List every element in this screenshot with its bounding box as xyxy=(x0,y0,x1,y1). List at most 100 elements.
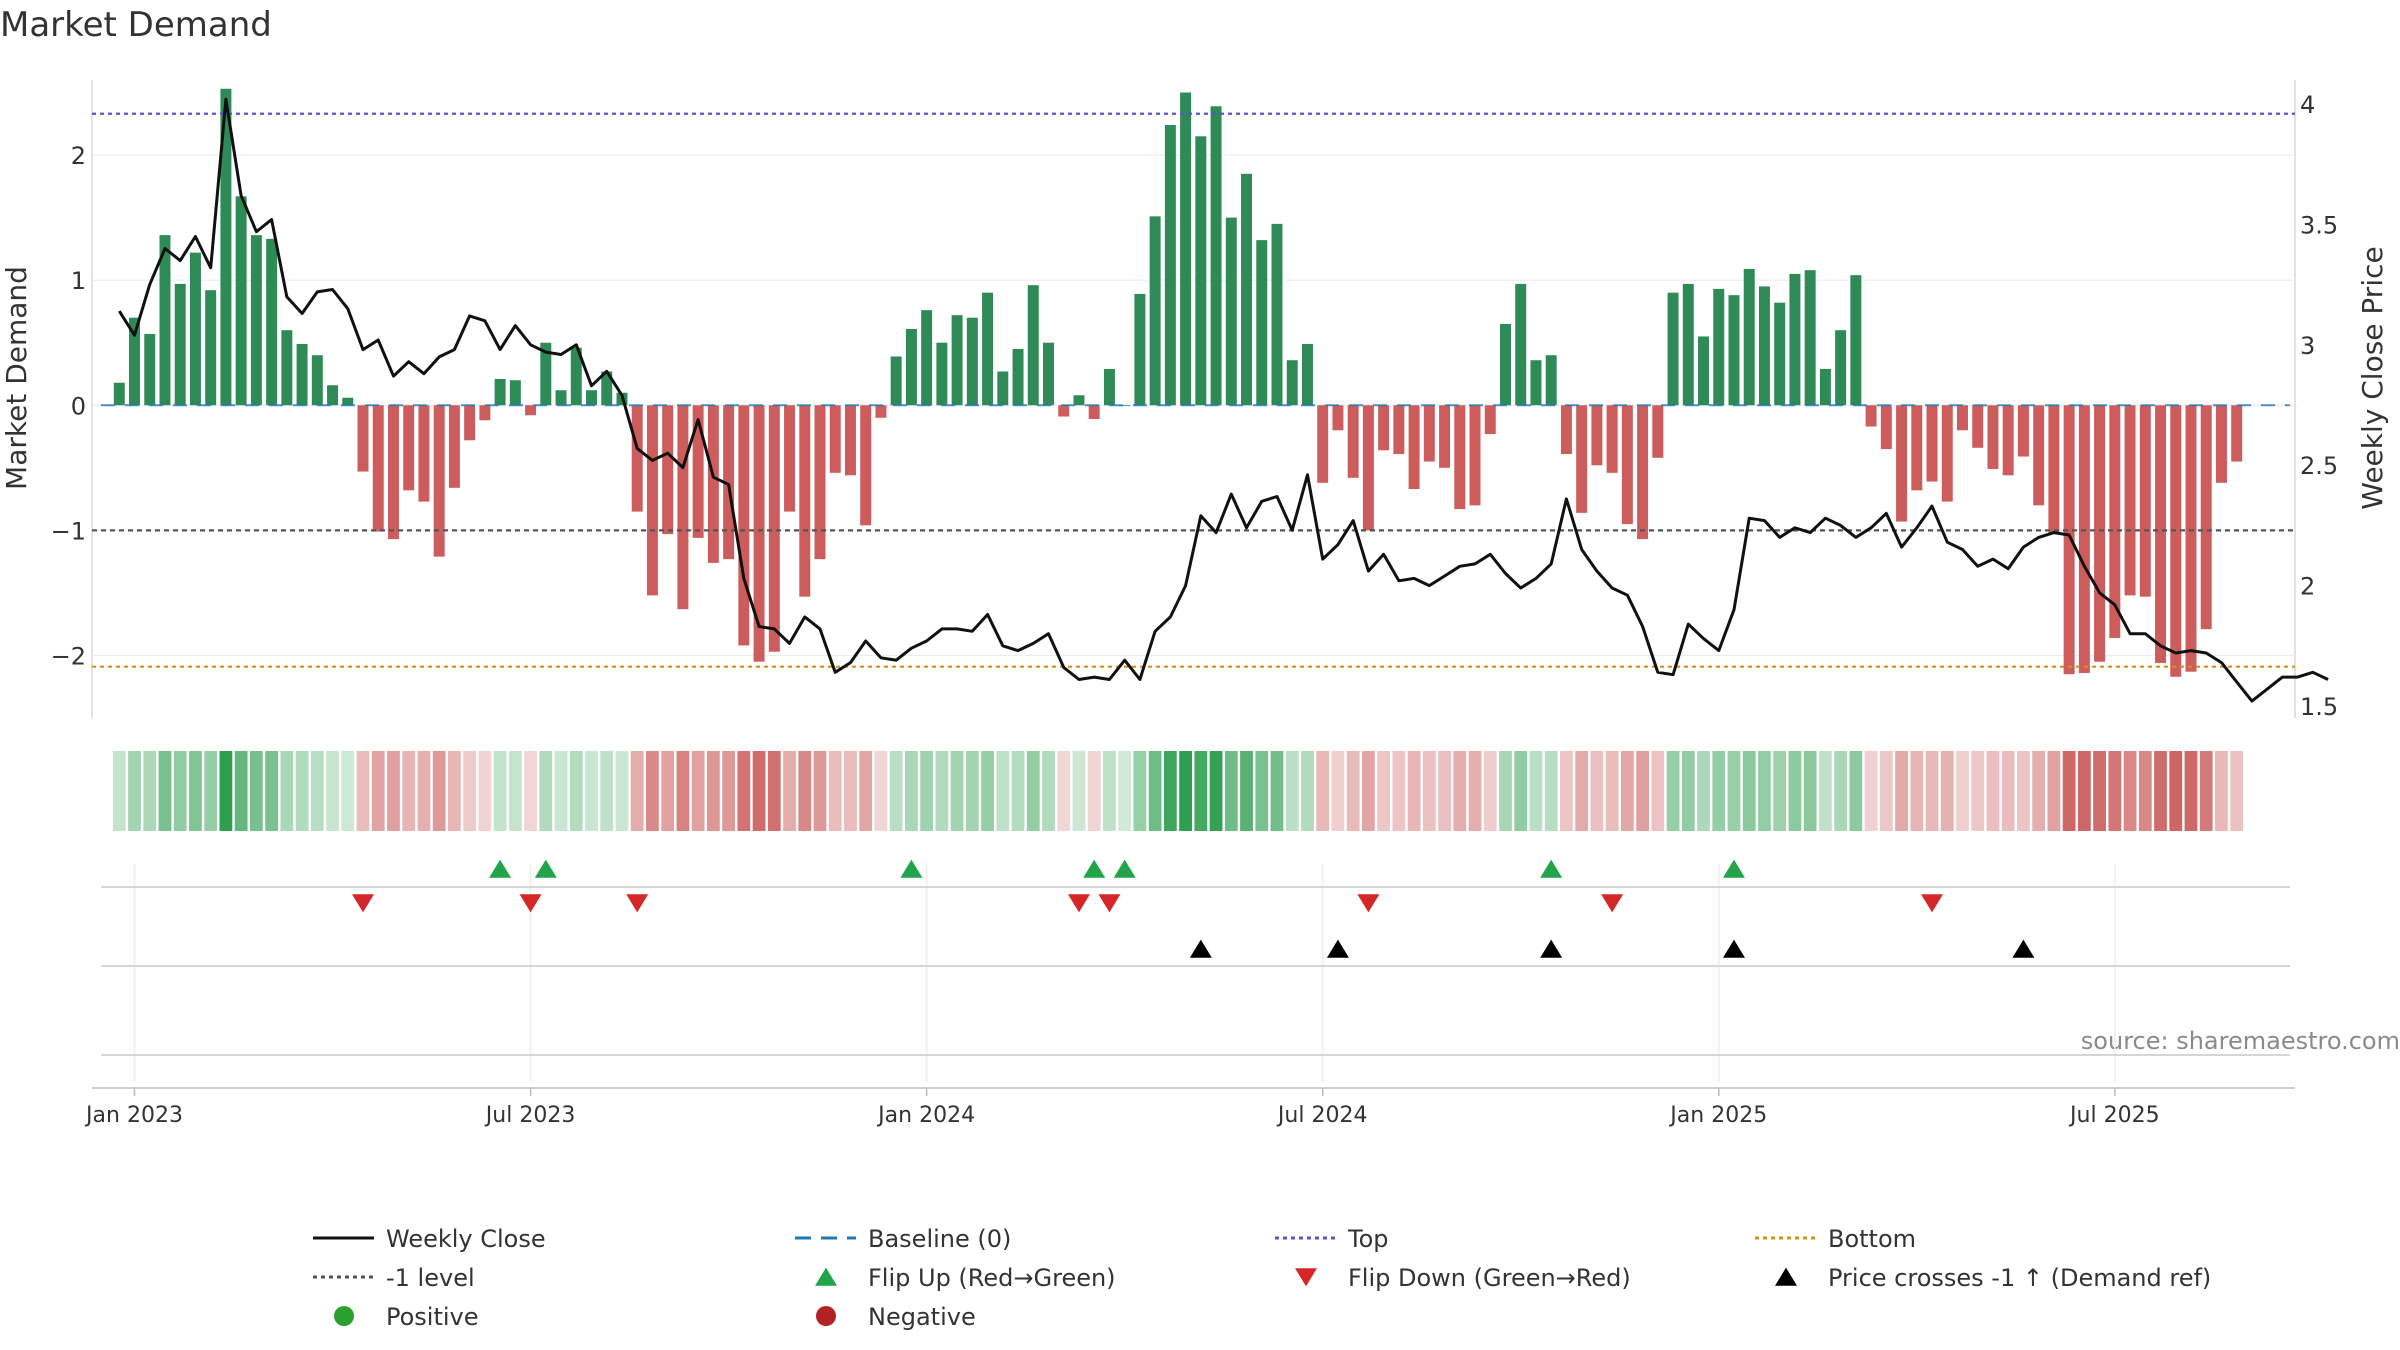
heat-cell xyxy=(1072,751,1086,831)
demand-bar xyxy=(2109,405,2121,638)
demand-bar xyxy=(1972,405,1984,448)
heat-cell xyxy=(1620,751,1634,831)
heat-cell xyxy=(204,751,218,831)
demand-bar xyxy=(555,390,567,406)
demand-bar xyxy=(1698,336,1710,406)
demand-bar xyxy=(235,196,247,406)
demand-bar xyxy=(387,405,399,540)
demand-bar xyxy=(707,405,719,563)
legend-label: Price crosses -1 ↑ (Demand ref) xyxy=(1828,1264,2211,1292)
heat-cell xyxy=(1697,751,1710,831)
heat-cell xyxy=(1148,751,1162,831)
heat-cell xyxy=(478,751,492,831)
heat-cell xyxy=(1483,751,1497,831)
demand-bar xyxy=(1058,405,1070,417)
heat-cell xyxy=(432,751,446,831)
heat-cell xyxy=(2017,751,2030,831)
heat-cell xyxy=(173,751,187,831)
heat-cell xyxy=(1590,751,1604,831)
flip-down-marker xyxy=(519,894,542,913)
heat-cell xyxy=(341,751,355,831)
demand-bar xyxy=(2200,405,2212,630)
demand-bar xyxy=(1210,106,1222,406)
right-tick-label: 3 xyxy=(2300,332,2315,360)
legend-swatch-triangle-down xyxy=(1295,1268,1317,1287)
demand-bar xyxy=(1484,405,1496,435)
demand-bar xyxy=(2002,405,2014,476)
heat-cell xyxy=(1879,751,1893,831)
weekly-close-line xyxy=(118,97,2329,703)
heat-cell xyxy=(2154,751,2167,831)
demand-bar xyxy=(1043,342,1054,406)
demand-bar xyxy=(1911,405,1923,491)
flip-up-marker xyxy=(534,859,557,878)
demand-bar xyxy=(1088,405,1100,420)
price-cross-marker xyxy=(1540,939,1563,958)
demand-bar xyxy=(1180,92,1192,406)
heat-cell xyxy=(128,751,141,831)
heat-cell xyxy=(326,751,339,831)
heat-cell xyxy=(1453,751,1467,831)
demand-bar xyxy=(1301,343,1313,406)
demand-bar xyxy=(205,290,217,406)
heat-cell xyxy=(1544,751,1558,831)
demand-bar xyxy=(1027,285,1039,406)
heat-cell xyxy=(905,751,918,831)
heat-cell xyxy=(2062,751,2076,831)
heat-cell xyxy=(448,751,461,831)
demand-bar xyxy=(814,405,826,560)
heat-cell xyxy=(310,751,324,831)
demand-bar xyxy=(1149,216,1161,406)
demand-bar xyxy=(1606,405,1618,473)
demand-bars xyxy=(113,88,2243,677)
demand-bar xyxy=(403,405,415,491)
legend-swatch-circle xyxy=(334,1306,354,1326)
demand-bar xyxy=(250,235,262,406)
demand-bar xyxy=(1195,136,1207,406)
demand-bar xyxy=(479,405,491,421)
heat-cell xyxy=(630,751,644,831)
y-axis-ticks: 2 1 0 −1 −2 4 3.5 3 2.5 2 1.5 xyxy=(51,91,2339,721)
heat-cell xyxy=(2169,751,2183,831)
heat-cell xyxy=(1026,751,1040,831)
demand-bar xyxy=(144,333,156,406)
heat-cell xyxy=(1895,751,1908,831)
heat-cell xyxy=(1042,751,1055,831)
demand-bar xyxy=(1652,405,1664,458)
heat-cell xyxy=(295,751,309,831)
heat-cell xyxy=(1377,751,1391,831)
heat-cell xyxy=(1864,751,1878,831)
price-cross-marker xyxy=(1326,939,1349,958)
demand-bar xyxy=(997,371,1009,406)
demand-bar xyxy=(753,405,765,662)
demand-bar xyxy=(1378,405,1390,451)
demand-bar xyxy=(677,405,689,610)
demand-bar xyxy=(1119,405,1131,407)
demand-bar xyxy=(1423,405,1435,462)
heat-cell xyxy=(1773,751,1787,831)
demand-bar xyxy=(1576,405,1588,513)
heat-cell xyxy=(2230,751,2244,831)
legend-label: Weekly Close xyxy=(386,1225,546,1253)
heat-cell xyxy=(1712,751,1726,831)
heat-cell xyxy=(646,751,659,831)
heat-cell xyxy=(2108,751,2122,831)
flip-down-marker xyxy=(626,894,649,913)
demand-bar xyxy=(1819,368,1831,406)
demand-bar xyxy=(784,405,796,512)
heat-cell xyxy=(783,751,796,831)
demand-bar xyxy=(448,405,460,488)
heat-cell xyxy=(2077,751,2091,831)
heat-cell xyxy=(2001,751,2015,831)
heat-cell xyxy=(2123,751,2137,831)
heat-cell xyxy=(1834,751,1848,831)
demand-bar xyxy=(418,405,430,502)
demand-bar xyxy=(159,235,171,406)
demand-bar xyxy=(1758,286,1770,406)
demand-bar xyxy=(570,347,582,406)
heat-cell xyxy=(1392,751,1406,831)
demand-bar xyxy=(174,283,186,406)
right-tick-label: 2 xyxy=(2300,573,2315,601)
demand-bar xyxy=(844,405,856,476)
